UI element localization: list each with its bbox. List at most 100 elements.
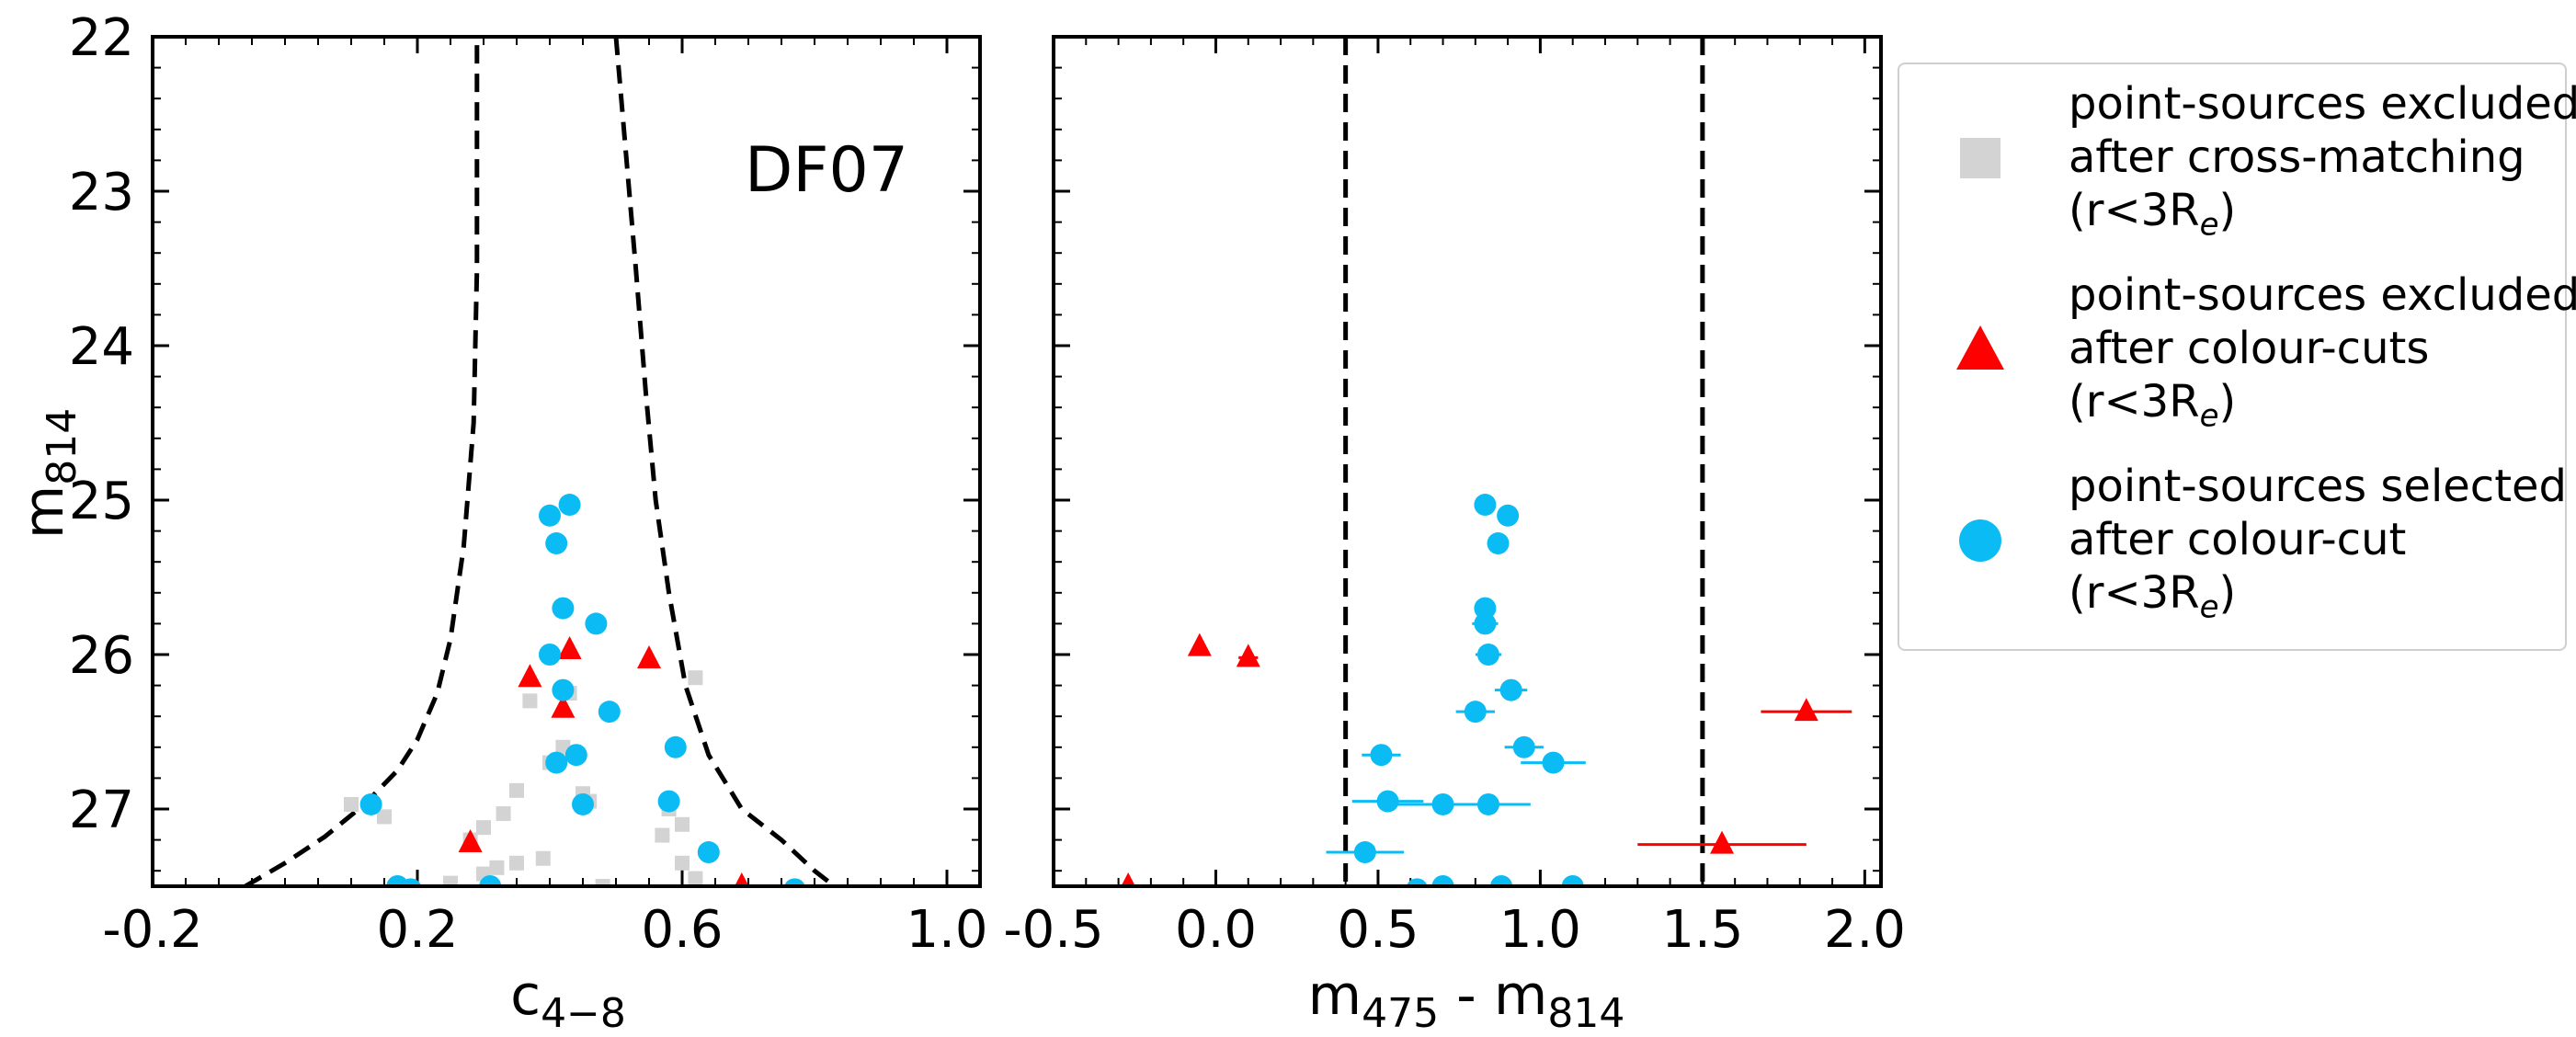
legend-text: point-sources selected after colour-cut … bbox=[2069, 460, 2567, 634]
left-boundary bbox=[244, 37, 480, 886]
circle-point bbox=[1406, 878, 1428, 886]
square-point bbox=[344, 796, 359, 812]
legend-line: point-sources excluded bbox=[2069, 269, 2576, 321]
square-point bbox=[595, 879, 610, 886]
left-panel: -0.2 0.2 0.6 1.0 22 23 24 25 26 27 bbox=[69, 8, 988, 960]
triangle-point bbox=[1710, 830, 1735, 854]
square-point bbox=[688, 670, 703, 686]
square-point bbox=[443, 875, 458, 886]
legend-entry-colour-cuts: point-sources excluded after colour-cuts… bbox=[1899, 256, 2576, 445]
legend-line: (r<3Re) bbox=[2069, 375, 2565, 443]
legend-line: (r<3Re) bbox=[2069, 566, 2565, 634]
circle-point bbox=[1474, 612, 1497, 635]
triangle-point bbox=[551, 694, 576, 718]
circle-point bbox=[1512, 735, 1535, 758]
legend-triangle-marker bbox=[1956, 325, 2004, 370]
circle-point bbox=[1474, 494, 1497, 517]
left-x-axis-label: c4−8 bbox=[510, 963, 626, 1037]
legend-sub: e bbox=[2199, 397, 2219, 435]
circle-point bbox=[697, 841, 720, 864]
circle-point bbox=[1376, 790, 1399, 813]
right-boundary bbox=[613, 37, 837, 886]
circle-point bbox=[386, 875, 409, 886]
legend-line: after colour-cuts bbox=[2069, 323, 2430, 374]
triangle-point bbox=[1187, 632, 1212, 656]
square-point bbox=[509, 855, 524, 871]
circle-point bbox=[1431, 792, 1454, 815]
x-tick-label: 2.0 bbox=[1824, 900, 1906, 960]
panel-label-df07: DF07 bbox=[745, 134, 908, 207]
legend-line: after colour-cut bbox=[2069, 514, 2407, 565]
plot-frame bbox=[1052, 35, 1883, 888]
triangle-point bbox=[734, 872, 749, 886]
legend-text: point-sources excluded after cross-match… bbox=[2069, 77, 2576, 252]
circle-point bbox=[664, 735, 687, 758]
circle-point bbox=[598, 701, 621, 724]
legend-line-part: ) bbox=[2218, 376, 2237, 427]
triangle-point bbox=[1236, 644, 1260, 667]
circle-point bbox=[1561, 875, 1584, 886]
circle-point bbox=[1487, 532, 1510, 555]
triangle-point bbox=[458, 828, 483, 852]
circle-point bbox=[1499, 678, 1522, 701]
legend-line-part: ) bbox=[2218, 567, 2237, 619]
x-tick-label: -0.2 bbox=[102, 900, 202, 960]
circle-point bbox=[1474, 597, 1497, 620]
square-point bbox=[522, 693, 538, 709]
circle-point bbox=[558, 494, 581, 517]
x-tick-label: 0.2 bbox=[376, 900, 458, 960]
circle-point bbox=[1353, 841, 1376, 864]
circle-point bbox=[1497, 504, 1520, 527]
square-point bbox=[509, 782, 524, 798]
circle-point bbox=[1464, 701, 1487, 724]
y-tick-label: 26 bbox=[69, 626, 134, 686]
circle-point bbox=[539, 644, 561, 666]
y-tick-label: 22 bbox=[69, 8, 134, 68]
square-point bbox=[377, 809, 392, 825]
circle-point bbox=[1370, 744, 1393, 767]
x-tick-label: 0.6 bbox=[641, 900, 723, 960]
x-tick-label: 1.0 bbox=[1499, 900, 1581, 960]
plot-frame bbox=[151, 35, 982, 888]
square-point bbox=[655, 827, 670, 843]
right-panel: -0.5 0.0 0.5 1.0 1.5 2.0 bbox=[1003, 35, 1906, 960]
legend-circle-marker bbox=[1959, 519, 2001, 562]
circle-point bbox=[564, 744, 587, 767]
y-tick-label: 27 bbox=[69, 781, 134, 840]
y-tick-label: 24 bbox=[69, 317, 134, 377]
circle-point bbox=[545, 532, 568, 555]
y-tick-label: 25 bbox=[69, 472, 134, 531]
circle-point bbox=[552, 597, 575, 620]
legend-line: (r<3Re) bbox=[2069, 184, 2565, 252]
legend-line-part: (r<3R bbox=[2069, 567, 2200, 619]
triangle-point bbox=[637, 645, 661, 669]
x-tick-label: 1.5 bbox=[1661, 900, 1743, 960]
legend-line: point-sources excluded bbox=[2069, 78, 2576, 130]
x-tick-label: 0.5 bbox=[1337, 900, 1419, 960]
square-point bbox=[535, 850, 551, 866]
circle-point bbox=[539, 504, 561, 527]
legend: point-sources excluded after cross-match… bbox=[1898, 63, 2576, 651]
x-tick-label: -0.5 bbox=[1003, 900, 1103, 960]
x-tick-label: 1.0 bbox=[906, 900, 987, 960]
legend-line-part: (r<3R bbox=[2069, 185, 2200, 236]
square-point bbox=[688, 871, 703, 886]
triangle-point bbox=[1121, 872, 1135, 886]
circle-point bbox=[1431, 875, 1454, 886]
circle-point bbox=[1476, 644, 1499, 666]
legend-line-part: ) bbox=[2218, 185, 2237, 236]
circle-point bbox=[1542, 751, 1565, 774]
circle-point bbox=[657, 790, 680, 813]
legend-sub: e bbox=[2199, 206, 2219, 244]
triangle-point bbox=[557, 635, 582, 659]
circle-point bbox=[572, 792, 594, 815]
triangle-point bbox=[1794, 698, 1818, 722]
legend-line-part: (r<3R bbox=[2069, 376, 2200, 427]
x-tick-label: 0.0 bbox=[1175, 900, 1257, 960]
square-point bbox=[476, 820, 491, 836]
legend-line: after cross-matching bbox=[2069, 131, 2525, 183]
square-point bbox=[675, 816, 690, 832]
y-axis-label: m814 bbox=[12, 408, 85, 539]
square-point bbox=[675, 855, 690, 871]
circle-point bbox=[552, 678, 575, 701]
